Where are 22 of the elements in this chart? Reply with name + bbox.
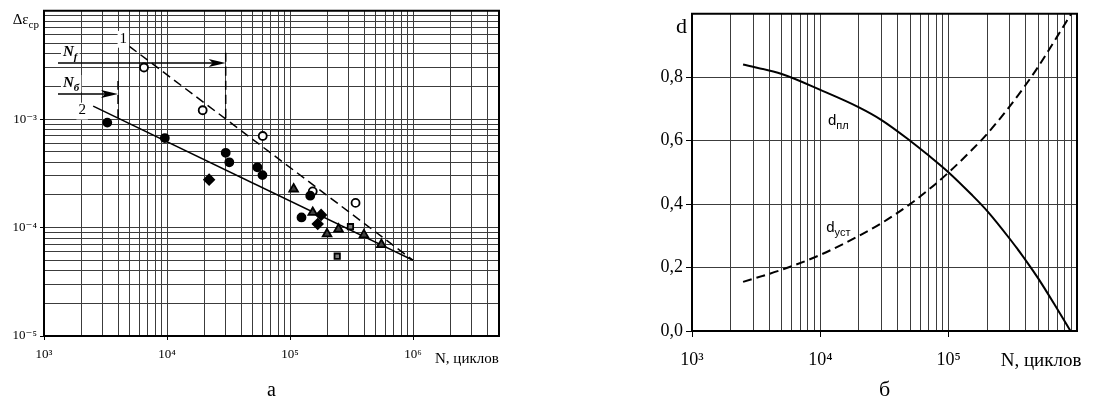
- y-tick-label: 10⁻³: [13, 110, 38, 126]
- x-tick-label: 10⁵: [936, 348, 961, 369]
- series-label: 1: [119, 29, 128, 46]
- x-tick-label: 10³: [35, 346, 53, 362]
- y-tick-label: 0,2: [660, 256, 683, 277]
- text: а: [267, 378, 277, 400]
- x-axis-title: N, циклов: [435, 350, 499, 366]
- y-axis-title: d: [676, 12, 687, 38]
- x-tick-label: 10⁶: [404, 346, 422, 362]
- y-tick-label: 0,0: [660, 319, 683, 340]
- x-tick-label: 10⁴: [158, 346, 177, 362]
- y-tick-label: 0,6: [660, 129, 683, 150]
- y-tick-label: 10⁻⁵: [12, 327, 37, 343]
- text: б: [878, 376, 891, 401]
- y-tick-label: 10⁻⁴: [12, 219, 38, 235]
- x-axis-title: N, циклов: [1000, 349, 1082, 370]
- legend-label: 2: [78, 101, 86, 118]
- x-tick-label: 10⁴: [808, 348, 833, 369]
- y-tick-label: 0,4: [660, 192, 683, 213]
- y-tick-label: 0,8: [660, 65, 683, 86]
- x-tick-label: 10³: [680, 348, 705, 369]
- x-tick-label: 10⁵: [281, 346, 299, 362]
